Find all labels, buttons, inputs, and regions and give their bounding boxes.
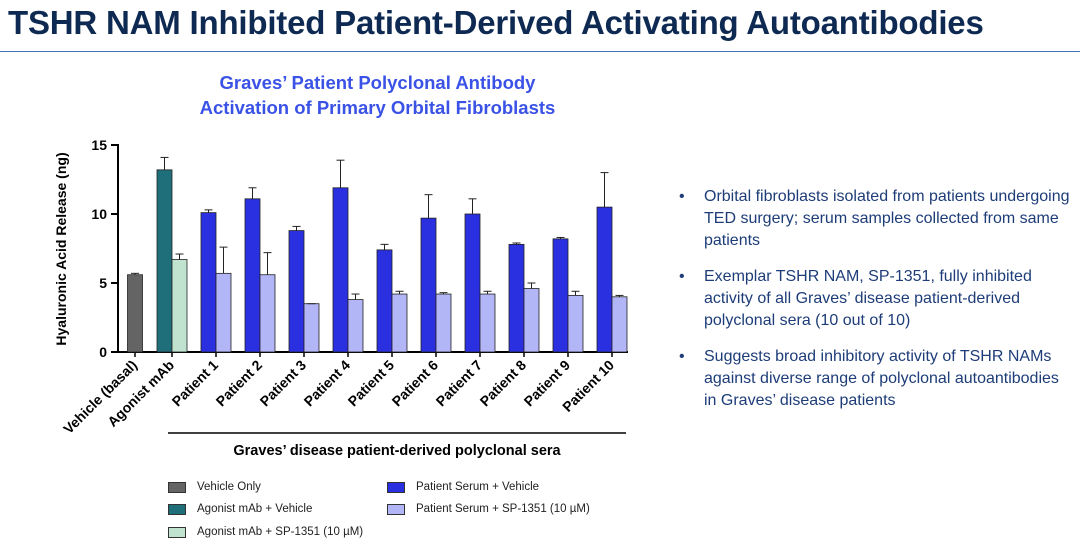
summary-bullets: • Orbital fibroblasts isolated from pati… bbox=[678, 186, 1073, 426]
bar bbox=[303, 303, 320, 353]
legend-swatch bbox=[168, 481, 186, 493]
bar bbox=[464, 213, 481, 353]
bar bbox=[156, 169, 173, 353]
x-tick-label: Patient 4 bbox=[301, 357, 354, 410]
y-tick-label: 10 bbox=[91, 206, 107, 222]
title-divider bbox=[0, 51, 1080, 52]
legend-label: Patient Serum + SP-1351 (10 µM) bbox=[416, 503, 590, 515]
legend-item-agonist-sp1351: Agonist mAb + SP-1351 (10 µM) bbox=[168, 523, 363, 541]
bar bbox=[259, 274, 276, 353]
legend-label: Patient Serum + Vehicle bbox=[416, 481, 540, 493]
x-tick-label: Patient 6 bbox=[389, 357, 442, 410]
chart-legend: Vehicle Only Agonist mAb + Vehicle Agoni… bbox=[168, 478, 638, 544]
bar bbox=[200, 212, 217, 353]
bullet-item: • Suggests broad inhibitory activity of … bbox=[678, 346, 1073, 412]
legend-item-patient-sp1351: Patient Serum + SP-1351 (10 µM) bbox=[387, 500, 590, 518]
bar bbox=[552, 238, 569, 353]
bar bbox=[567, 295, 584, 353]
bullet-marker: • bbox=[679, 348, 685, 365]
y-tick-label: 5 bbox=[99, 275, 107, 291]
bar bbox=[479, 293, 496, 353]
bullet-item: • Exemplar TSHR NAM, SP-1351, fully inhi… bbox=[678, 266, 1073, 332]
bar bbox=[435, 293, 452, 353]
chart-error-bars bbox=[131, 156, 624, 305]
x-tick-label: Patient 5 bbox=[345, 357, 398, 410]
bar bbox=[332, 187, 349, 353]
bar bbox=[171, 259, 188, 353]
bar bbox=[347, 299, 364, 353]
legend-label: Agonist mAb + SP-1351 (10 µM) bbox=[197, 526, 364, 538]
bullet-text: Suggests broad inhibitory activity of TS… bbox=[704, 348, 1059, 409]
chart-title-line-1: Graves’ Patient Polyclonal Antibody bbox=[219, 72, 536, 93]
legend-item-agonist-vehicle: Agonist mAb + Vehicle bbox=[168, 500, 312, 518]
chart-bars bbox=[127, 169, 628, 353]
chart-title-line-2: Activation of Primary Orbital Fibroblast… bbox=[199, 97, 556, 118]
bar bbox=[391, 293, 408, 353]
x-tick-label: Patient 7 bbox=[433, 357, 486, 410]
bar bbox=[508, 243, 525, 353]
legend-swatch bbox=[387, 503, 405, 515]
bar bbox=[596, 206, 613, 353]
bullet-item: • Orbital fibroblasts isolated from pati… bbox=[678, 186, 1073, 252]
legend-swatch bbox=[168, 503, 186, 515]
bar bbox=[611, 296, 628, 353]
legend-item-vehicle-only: Vehicle Only bbox=[168, 478, 261, 496]
bullet-marker: • bbox=[679, 188, 685, 205]
legend-item-patient-vehicle: Patient Serum + Vehicle bbox=[387, 478, 539, 496]
bar bbox=[244, 198, 261, 353]
bullet-text: Exemplar TSHR NAM, SP-1351, fully inhibi… bbox=[704, 268, 1032, 329]
bar bbox=[420, 217, 437, 353]
legend-swatch bbox=[387, 481, 405, 493]
slide-title: TSHR NAM Inhibited Patient-Derived Activ… bbox=[8, 4, 984, 41]
legend-swatch bbox=[168, 526, 186, 538]
x-axis-label: Graves’ disease patient-derived polyclon… bbox=[233, 443, 561, 459]
x-tick-label: Agonist mAb bbox=[104, 357, 177, 430]
bar bbox=[376, 249, 393, 353]
bar bbox=[127, 274, 143, 353]
x-tick-label: Patient 8 bbox=[477, 357, 530, 410]
chart-title: Graves’ Patient Polyclonal Antibody Acti… bbox=[160, 70, 595, 120]
x-tick-label: Patient 3 bbox=[257, 357, 310, 410]
legend-label: Agonist mAb + Vehicle bbox=[197, 503, 313, 515]
y-axis-label: Hyaluronic Acid Release (ng) bbox=[53, 152, 69, 345]
bullet-text: Orbital fibroblasts isolated from patien… bbox=[704, 188, 1070, 249]
legend-label: Vehicle Only bbox=[197, 481, 261, 493]
bullet-marker: • bbox=[679, 268, 685, 285]
y-tick-label: 15 bbox=[91, 137, 107, 153]
x-tick-label: Patient 2 bbox=[213, 357, 266, 410]
bar bbox=[288, 230, 305, 353]
bar bbox=[215, 272, 232, 353]
bar bbox=[523, 288, 540, 353]
x-tick-label: Patient 1 bbox=[169, 357, 222, 410]
y-tick-label: 0 bbox=[99, 344, 107, 360]
